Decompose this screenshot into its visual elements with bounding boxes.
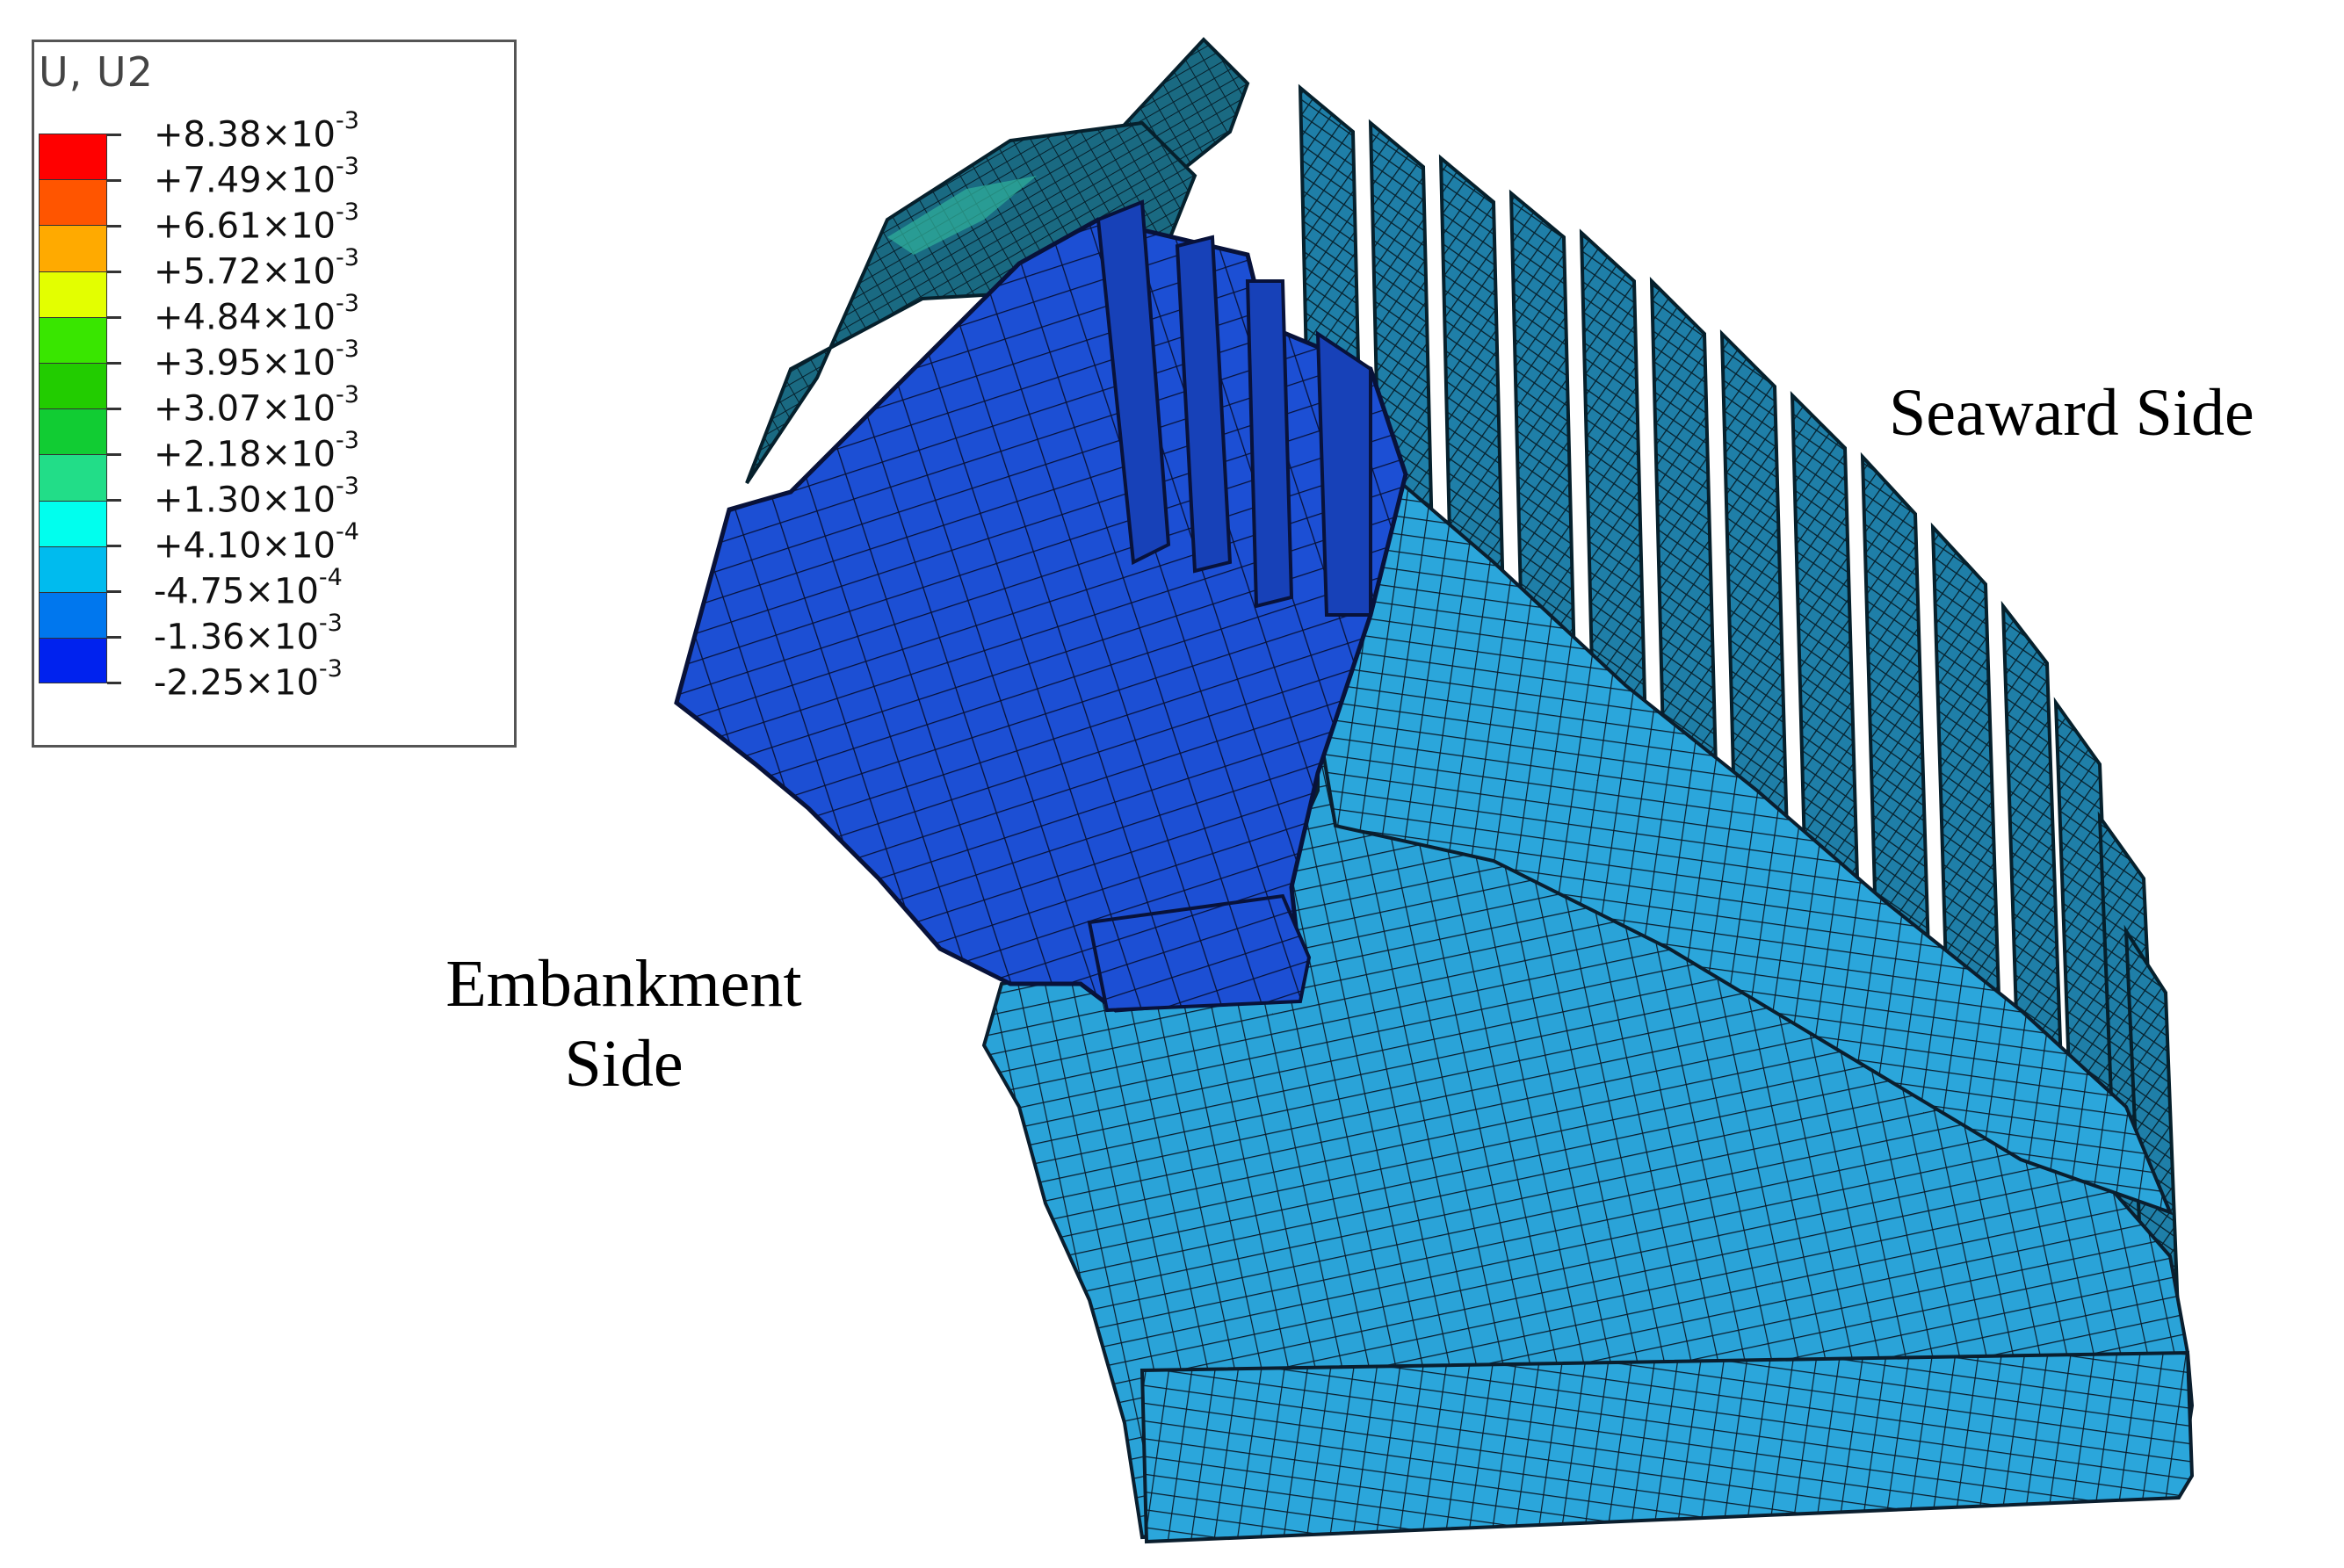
- scale-label: +7.49×10-3: [154, 153, 359, 201]
- scale-tick: [107, 453, 121, 456]
- scale-label: -2.25×10-3: [154, 655, 343, 704]
- embankment-side-label: Embankment Side: [404, 944, 843, 1104]
- color-swatch: [39, 500, 107, 546]
- color-swatch: [39, 362, 107, 409]
- color-swatch: [39, 591, 107, 639]
- scale-label: +2.18×10-3: [154, 427, 359, 475]
- scale-label: +4.84×10-3: [154, 290, 359, 338]
- scale-label: +6.61×10-3: [154, 199, 359, 247]
- legend-box: [32, 40, 517, 748]
- scale-tick: [107, 316, 121, 319]
- scale-tick: [107, 545, 121, 547]
- dark-blue-front: [1087, 893, 1312, 1013]
- color-swatch: [39, 271, 107, 317]
- scale-tick: [107, 682, 121, 684]
- scale-tick: [107, 408, 121, 410]
- embankment-line2: Side: [564, 1027, 684, 1102]
- scale-tick: [107, 271, 121, 273]
- legend-title: U, U2: [39, 48, 154, 96]
- color-swatch: [39, 546, 107, 592]
- scale-tick: [107, 362, 121, 365]
- scale-tick: [107, 179, 121, 182]
- color-scale: [39, 134, 107, 684]
- dark-block-fins: [1096, 199, 1372, 617]
- scale-label: -4.75×10-4: [154, 564, 343, 612]
- scale-label: +4.10×10-4: [154, 518, 359, 567]
- scale-tick: [107, 225, 121, 228]
- seaward-side-label: Seaward Side: [1889, 376, 2254, 450]
- scale-label: +3.07×10-3: [154, 381, 359, 430]
- scale-tick: [107, 134, 121, 136]
- color-swatch: [39, 408, 107, 455]
- scale-label: +1.30×10-3: [154, 473, 359, 521]
- color-swatch: [39, 454, 107, 501]
- lower-right-block: [1139, 1350, 2195, 1544]
- color-swatch: [39, 638, 107, 684]
- scale-tick: [107, 499, 121, 502]
- embankment-line1: Embankment: [445, 947, 802, 1021]
- scale-label: -1.36×10-3: [154, 610, 343, 658]
- scale-label: +8.38×10-3: [154, 107, 359, 155]
- color-swatch: [39, 225, 107, 271]
- scale-label: +5.72×10-3: [154, 244, 359, 293]
- scale-tick: [107, 590, 121, 593]
- upper-light-section: [1298, 372, 2174, 1216]
- color-swatch: [39, 179, 107, 226]
- scale-tick: [107, 636, 121, 639]
- color-swatch: [39, 316, 107, 363]
- color-swatch: [39, 134, 107, 180]
- scale-label: +3.95×10-3: [154, 336, 359, 384]
- crest-highlight: [887, 176, 1037, 255]
